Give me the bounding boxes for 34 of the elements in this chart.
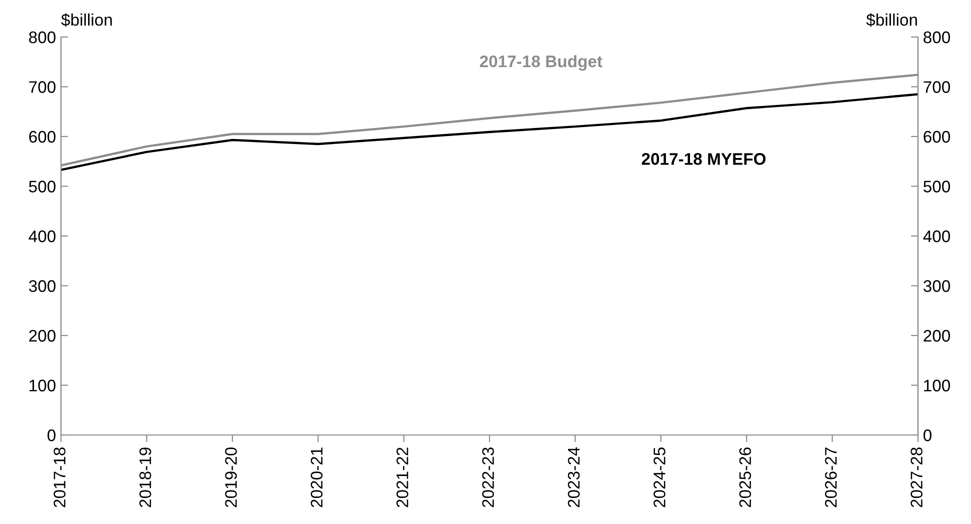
- x-tick-label: 2024-25: [654, 448, 666, 508]
- y-tick-label: 400: [28, 230, 56, 242]
- y-tick-label: 700: [29, 81, 56, 93]
- y2-tick-label: 300: [923, 280, 950, 292]
- x-tick-label: 2018-19: [139, 448, 152, 508]
- y-axis-title: $billion: [61, 13, 112, 27]
- y-tick-label: 300: [28, 280, 56, 292]
- x-tick-label: 2021-22: [396, 448, 408, 508]
- y-tick-label: 500: [29, 180, 56, 192]
- x-tick-label: 2023-24: [568, 447, 580, 508]
- y2-tick-label: 400: [923, 230, 950, 242]
- y-tick-label: 800: [29, 31, 56, 44]
- series-label: 2017-18 MYEFO: [642, 153, 766, 165]
- y2-tick-label: 700: [924, 81, 950, 93]
- x-tick-label: 2020-21: [310, 448, 323, 508]
- y2-tick-label: 500: [924, 180, 950, 192]
- y2-tick-label: 0: [924, 429, 932, 442]
- y2-tick-label: 600: [924, 130, 950, 143]
- x-tick-label: 2025-26: [739, 448, 752, 508]
- y-tick-label: 600: [29, 130, 56, 143]
- x-tick-label: 2026-27: [824, 448, 837, 508]
- y-tick-label: 0: [48, 429, 56, 442]
- x-tick-label: 2027-28: [910, 448, 922, 508]
- y2-tick-label: 800: [924, 31, 950, 44]
- line-series: [61, 93, 918, 171]
- x-tick-label: 2019-20: [225, 447, 237, 508]
- text: 2017-18 Budget: [480, 55, 602, 71]
- y2-axis-title: $billion: [866, 13, 917, 27]
- x-tick-label: 2022-23: [482, 448, 494, 508]
- x-tick-label: 2017-18: [54, 448, 66, 508]
- y2-tick-label: 200: [924, 330, 950, 342]
- y-tick-label: 100: [30, 380, 56, 392]
- y2-tick-label: 100: [924, 380, 950, 392]
- y-tick-label: 200: [29, 330, 56, 342]
